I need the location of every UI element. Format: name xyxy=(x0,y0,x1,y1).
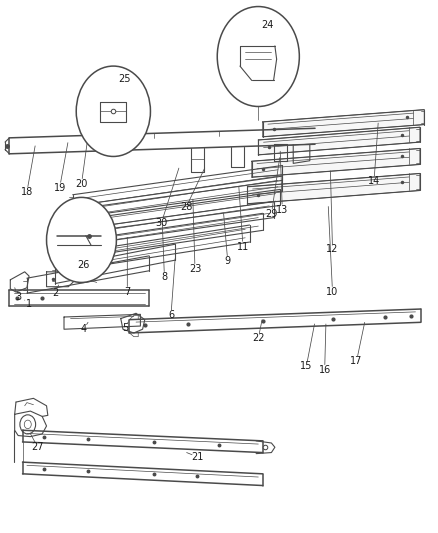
Polygon shape xyxy=(258,127,420,155)
Text: 12: 12 xyxy=(326,245,339,254)
Text: 13: 13 xyxy=(276,205,289,215)
Text: 10: 10 xyxy=(326,287,339,297)
Polygon shape xyxy=(252,149,420,177)
Text: 26: 26 xyxy=(78,261,90,270)
Text: 24: 24 xyxy=(261,20,273,30)
Text: 14: 14 xyxy=(368,176,380,187)
Text: 9: 9 xyxy=(225,256,231,266)
Text: 5: 5 xyxy=(122,322,128,333)
Text: 21: 21 xyxy=(191,452,203,462)
Text: 29: 29 xyxy=(265,209,278,220)
Polygon shape xyxy=(247,173,420,204)
Text: 7: 7 xyxy=(124,287,131,297)
Text: 3: 3 xyxy=(15,292,21,302)
Text: 11: 11 xyxy=(237,242,249,252)
Text: 25: 25 xyxy=(118,75,131,84)
Text: 17: 17 xyxy=(350,356,363,366)
Circle shape xyxy=(217,6,299,107)
Circle shape xyxy=(76,66,150,157)
Circle shape xyxy=(46,197,117,282)
Text: 4: 4 xyxy=(81,324,87,334)
Text: 1: 1 xyxy=(26,298,32,309)
Text: 18: 18 xyxy=(21,187,33,197)
Text: 16: 16 xyxy=(318,365,331,375)
Text: 8: 8 xyxy=(161,272,167,282)
Text: 2: 2 xyxy=(52,288,58,298)
Text: 19: 19 xyxy=(53,183,66,193)
Text: 28: 28 xyxy=(180,202,192,212)
Text: 23: 23 xyxy=(189,264,201,274)
Text: 6: 6 xyxy=(168,310,174,320)
Polygon shape xyxy=(263,110,424,137)
Text: 27: 27 xyxy=(32,442,44,452)
Text: 22: 22 xyxy=(252,333,265,343)
Text: 15: 15 xyxy=(300,361,312,372)
Text: 30: 30 xyxy=(155,218,167,228)
Text: 20: 20 xyxy=(75,179,88,189)
